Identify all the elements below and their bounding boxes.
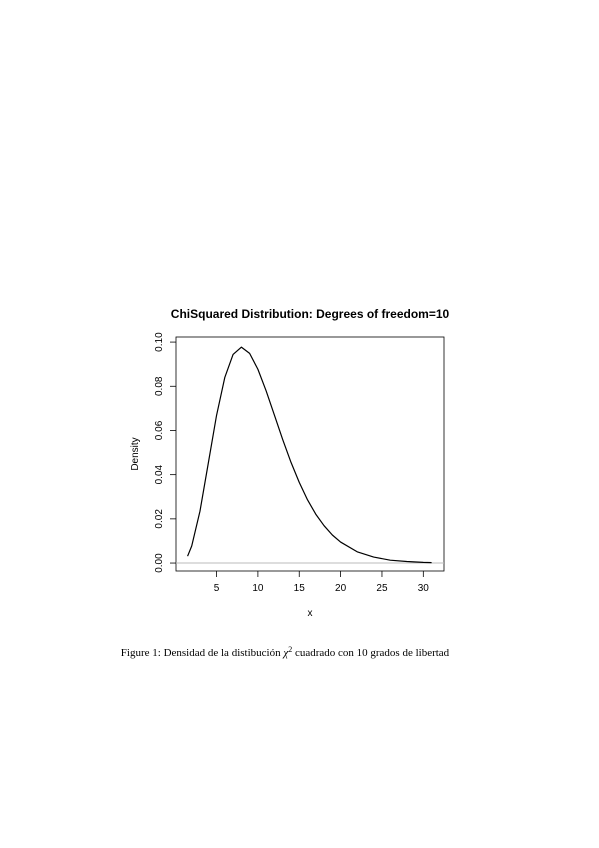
x-axis-label: x: [308, 608, 313, 619]
y-tick-label: 0.08: [154, 376, 165, 396]
caption-text: cuadrado con 10 grados de libertad: [295, 647, 450, 659]
density-line: [187, 346, 432, 564]
y-tick-label: 0.10: [154, 332, 165, 352]
y-tick-label: 0.00: [154, 553, 165, 573]
x-tick-label: 15: [294, 583, 306, 594]
caption-text: Densidad de la distibución: [164, 647, 282, 659]
caption-symbol: χ: [282, 647, 289, 659]
x-tick-label: 5: [214, 583, 220, 594]
y-tick-label: 0.06: [154, 420, 165, 440]
x-tick-label: 20: [335, 583, 347, 594]
y-tick-label: 0.02: [154, 509, 165, 529]
x-tick-label: 10: [252, 583, 264, 594]
figure-caption: Figure 1: Densidad de la distibución χ2 …: [121, 643, 450, 659]
plot-frame: [175, 336, 445, 572]
caption-label: Figure 1:: [121, 647, 161, 659]
x-tick-label: 25: [376, 583, 388, 594]
caption-superscript: 2: [288, 645, 292, 654]
x-tick-label: 30: [418, 583, 430, 594]
y-axis-label: Density: [130, 437, 141, 470]
y-tick-label: 0.04: [154, 464, 165, 484]
chart-title: ChiSquared Distribution: Degrees of free…: [171, 307, 450, 321]
